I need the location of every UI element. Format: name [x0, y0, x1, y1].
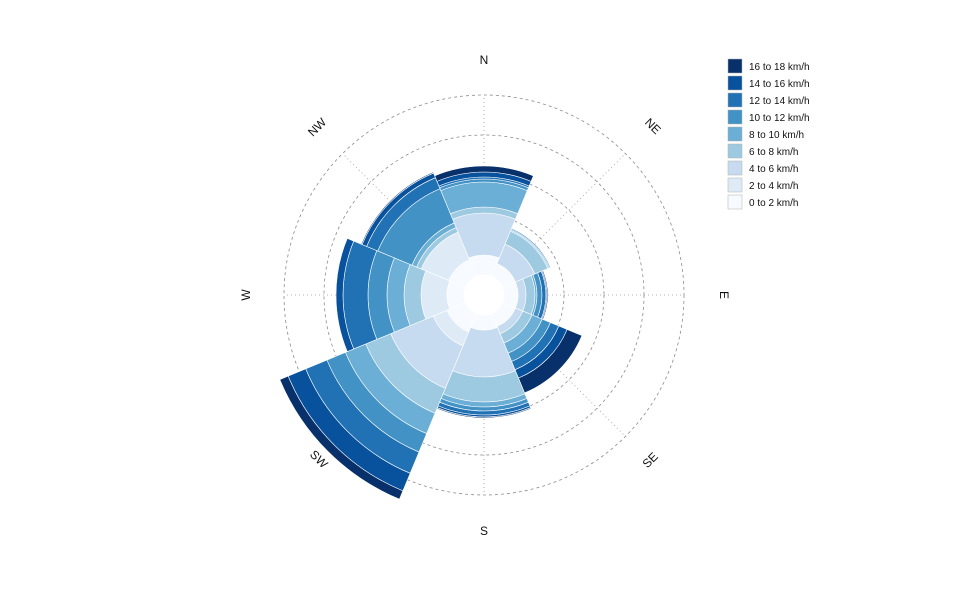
sector-ne-bin-7 — [510, 228, 551, 269]
legend-swatch-4 — [727, 143, 743, 159]
legend-label-6: 10 to 12 km/h — [749, 113, 810, 124]
direction-label-s: S — [480, 524, 488, 538]
legend-label-2: 2 to 4 km/h — [749, 181, 798, 192]
direction-label-w: W — [239, 289, 253, 301]
legend-label-3: 4 to 6 km/h — [749, 164, 798, 175]
legend: 16 to 18 km/h 14 to 16 km/h 12 to 14 km/h 1… — [727, 58, 810, 210]
direction-label-nw: NW — [305, 115, 330, 140]
legend-swatch-8 — [727, 75, 743, 91]
legend-swatch-1 — [727, 194, 743, 210]
legend-label-7: 12 to 14 km/h — [749, 96, 810, 107]
direction-label-se: SE — [640, 450, 661, 471]
sector-sw-bin-9 — [279, 375, 404, 500]
sector-n-bin-9 — [434, 165, 534, 182]
legend-label-8: 14 to 16 km/h — [749, 79, 810, 90]
legend-swatch-2 — [727, 177, 743, 193]
legend-swatch-3 — [727, 160, 743, 176]
legend-label-9: 16 to 18 km/h — [749, 62, 810, 73]
legend-swatch-6 — [727, 109, 743, 125]
direction-label-e: E — [717, 291, 731, 299]
sector-w-bin-8 — [335, 237, 355, 353]
legend-label-5: 8 to 10 km/h — [749, 130, 804, 141]
wind-sectors — [279, 165, 583, 500]
sector-nw-bin-9 — [360, 171, 434, 245]
direction-label-ne: NE — [642, 115, 664, 137]
legend-swatch-7 — [727, 92, 743, 108]
legend-label-1: 0 to 2 km/h — [749, 198, 798, 209]
legend-swatch-5 — [727, 126, 743, 142]
direction-labels: N NE E SE S SW W NW — [239, 53, 731, 538]
legend-swatch-9 — [727, 58, 743, 74]
grid-ring-4 — [283, 94, 685, 496]
direction-label-n: N — [480, 53, 489, 67]
legend-label-4: 6 to 8 km/h — [749, 147, 798, 158]
